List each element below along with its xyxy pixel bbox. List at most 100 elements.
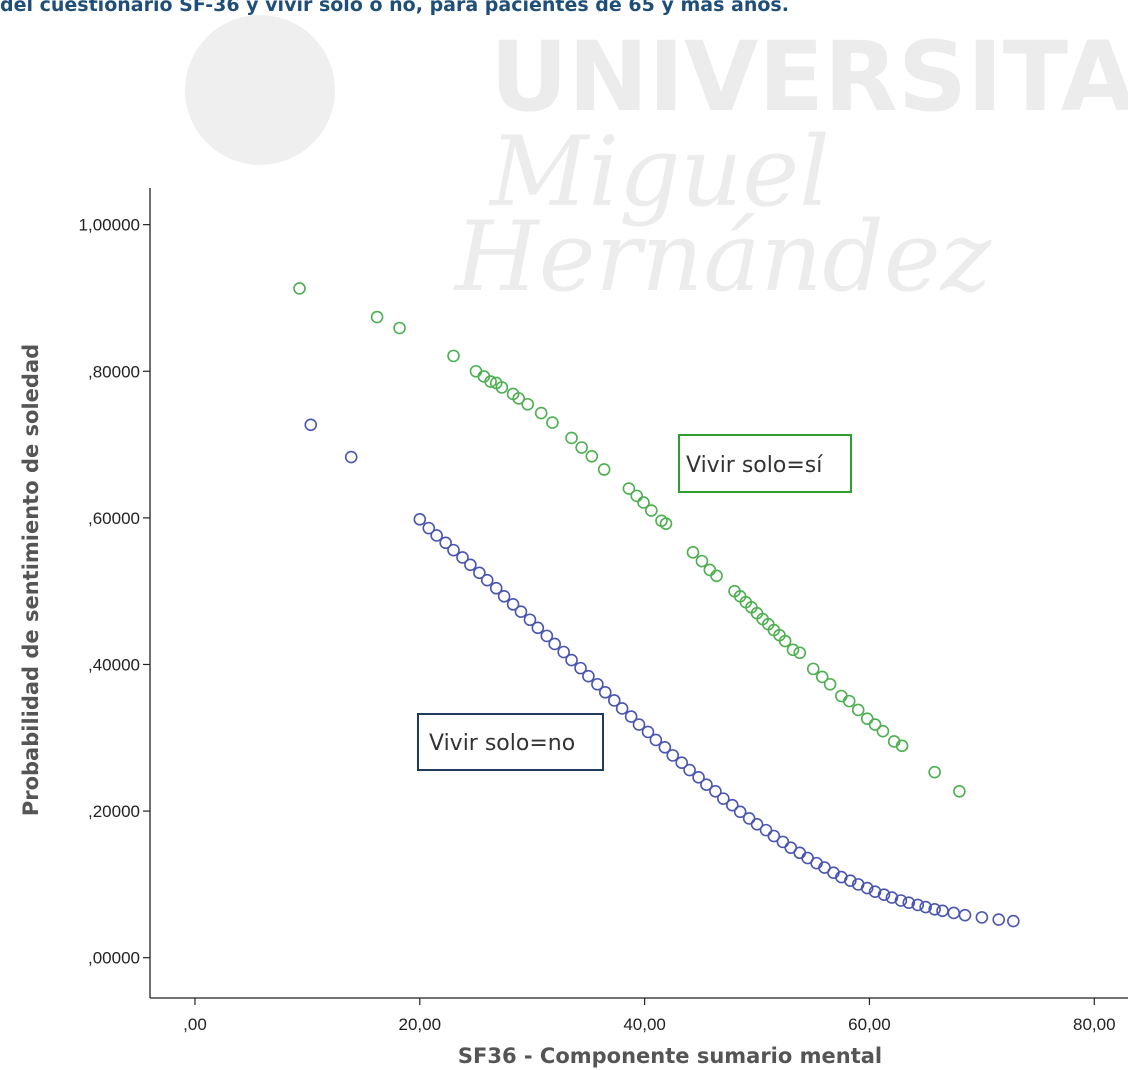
point-vivir-solo-si — [546, 416, 559, 429]
point-vivir-solo-si — [495, 381, 509, 394]
figure-caption: del cuestionario SF-36 y vivir solo o no… — [0, 0, 789, 16]
point-vivir-solo-no — [733, 805, 747, 819]
point-vivir-solo-no — [447, 543, 460, 557]
point-vivir-solo-si — [659, 517, 673, 531]
point-vivir-solo-no — [776, 835, 790, 849]
point-vivir-solo-si — [778, 634, 792, 648]
point-vivir-solo-no — [868, 885, 882, 899]
point-vivir-solo-no — [844, 874, 857, 888]
point-vivir-solo-no — [456, 551, 469, 564]
point-vivir-solo-no — [767, 829, 781, 843]
point-vivir-solo-si — [695, 554, 709, 568]
point-vivir-solo-si — [393, 321, 406, 335]
point-vivir-solo-no — [683, 763, 696, 777]
point-vivir-solo-no — [506, 598, 520, 611]
y-tick-label: ,80000 — [88, 362, 140, 381]
point-vivir-solo-no — [709, 784, 722, 798]
point-vivir-solo-si — [645, 504, 658, 517]
y-axis-title: Probabilidad de sentimiento de soledad — [19, 344, 43, 816]
point-vivir-solo-si — [575, 441, 588, 454]
point-vivir-solo-no — [540, 629, 554, 643]
point-vivir-solo-no — [598, 686, 612, 699]
point-vivir-solo-no — [936, 904, 949, 918]
point-vivir-solo-si — [710, 569, 723, 583]
point-vivir-solo-no — [615, 702, 629, 715]
point-vivir-solo-si — [630, 489, 644, 503]
point-vivir-solo-si — [786, 643, 800, 657]
y-tick-label: ,60000 — [88, 509, 140, 528]
point-vivir-solo-no — [591, 677, 604, 691]
point-vivir-solo-no — [304, 418, 318, 432]
point-vivir-solo-no — [975, 911, 989, 924]
point-vivir-solo-no — [607, 694, 621, 707]
point-vivir-solo-no — [430, 529, 443, 542]
point-vivir-solo-no — [947, 906, 961, 920]
point-vivir-solo-no — [928, 903, 941, 916]
point-vivir-solo-no — [523, 613, 537, 627]
point-vivir-solo-si — [823, 677, 837, 691]
point-vivir-solo-no — [489, 581, 503, 595]
point-vivir-solo-si — [469, 364, 483, 378]
point-vivir-solo-si — [815, 670, 829, 684]
point-vivir-solo-no — [531, 621, 545, 635]
data-points — [293, 282, 1020, 928]
point-vivir-solo-no — [958, 908, 972, 922]
point-vivir-solo-si — [860, 712, 874, 726]
point-vivir-solo-si — [953, 784, 966, 798]
annotation-label-no: Vivir solo=no — [429, 731, 575, 756]
annotation-box-si — [678, 434, 852, 493]
watermark-line-2: Miguel — [488, 116, 830, 228]
point-vivir-solo-no — [1007, 914, 1020, 928]
point-vivir-solo-no — [793, 846, 807, 860]
annotation-box-no — [417, 713, 604, 771]
point-vivir-solo-no — [885, 891, 899, 904]
point-vivir-solo-no — [894, 894, 908, 907]
watermark-emblem — [185, 15, 335, 165]
point-vivir-solo-no — [649, 733, 663, 747]
point-vivir-solo-si — [597, 463, 611, 476]
point-vivir-solo-no — [911, 898, 925, 912]
point-vivir-solo-si — [842, 694, 856, 708]
y-tick-label: ,20000 — [88, 802, 140, 821]
point-vivir-solo-no — [658, 741, 672, 754]
university-watermark: UNIVERSITAS Miguel Hernández — [185, 15, 1128, 313]
point-vivir-solo-no — [759, 823, 773, 837]
point-vivir-solo-si — [876, 724, 890, 738]
watermark-line-3: Hernández — [453, 201, 993, 313]
annotation-label-si: Vivir solo=sí — [686, 453, 823, 478]
point-vivir-solo-no — [413, 513, 427, 526]
y-tick-label: 1,00000 — [79, 216, 140, 235]
point-vivir-solo-no — [422, 521, 436, 535]
point-vivir-solo-si — [637, 496, 650, 509]
point-vivir-solo-no — [480, 573, 494, 587]
point-vivir-solo-si — [793, 646, 807, 660]
y-tick-label: ,00000 — [88, 949, 140, 968]
point-vivir-solo-si — [703, 563, 717, 577]
annotation-vivir-solo-si: Vivir solo=sí — [678, 434, 852, 493]
x-tick-label: 80,00 — [1073, 1015, 1116, 1034]
point-vivir-solo-no — [726, 798, 739, 812]
point-vivir-solo-si — [521, 397, 535, 411]
point-vivir-solo-no — [439, 536, 452, 550]
point-vivir-solo-no — [497, 589, 511, 603]
point-vivir-solo-si — [851, 703, 865, 717]
point-vivir-solo-no — [700, 778, 713, 791]
point-vivir-solo-no — [514, 605, 528, 618]
point-vivir-solo-si — [868, 718, 882, 731]
point-vivir-solo-si — [928, 765, 941, 779]
point-vivir-solo-si — [585, 449, 599, 463]
point-vivir-solo-no — [877, 888, 891, 901]
y-tick-label: ,40000 — [88, 655, 140, 674]
point-vivir-solo-si — [835, 689, 848, 703]
point-vivir-solo-no — [624, 710, 638, 723]
point-vivir-solo-si — [534, 406, 548, 420]
point-vivir-solo-no — [464, 558, 477, 572]
point-vivir-solo-si — [447, 349, 460, 363]
point-vivir-solo-si — [622, 482, 636, 495]
x-tick-label: 20,00 — [399, 1015, 442, 1034]
x-tick-label: 40,00 — [623, 1015, 666, 1034]
point-vivir-solo-no — [692, 771, 705, 784]
point-vivir-solo-no — [919, 900, 932, 914]
point-vivir-solo-si — [293, 282, 306, 295]
